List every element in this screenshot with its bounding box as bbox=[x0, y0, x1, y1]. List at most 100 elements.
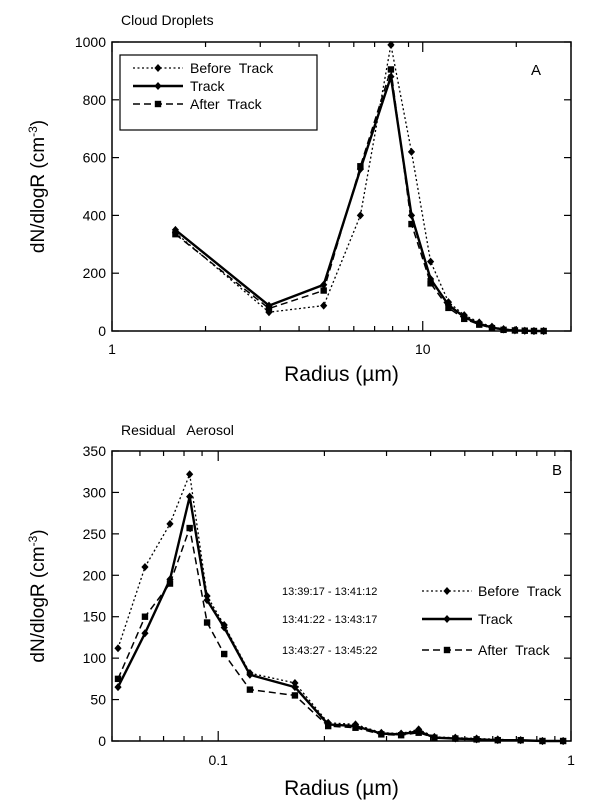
data-point bbox=[114, 675, 122, 683]
data-point bbox=[511, 327, 519, 334]
data-point bbox=[408, 220, 415, 228]
data-point bbox=[356, 211, 364, 220]
data-point bbox=[452, 735, 459, 742]
y-axis-label: dN/dlogR (cm-3) bbox=[26, 120, 49, 253]
panel-label: A bbox=[531, 62, 541, 79]
data-point bbox=[494, 736, 501, 744]
data-point bbox=[220, 623, 228, 632]
plot-frame bbox=[111, 450, 572, 742]
x-tick-label: 0.1 bbox=[208, 752, 228, 768]
data-point bbox=[488, 324, 496, 332]
data-point bbox=[114, 644, 122, 653]
data-point bbox=[203, 596, 211, 605]
data-point bbox=[221, 650, 228, 658]
legend-marker bbox=[443, 615, 451, 623]
data-point bbox=[559, 737, 567, 745]
y-tick-label: 350 bbox=[83, 443, 107, 459]
legend-marker bbox=[154, 100, 162, 108]
data-point bbox=[265, 305, 273, 312]
data-point bbox=[473, 736, 480, 743]
data-point bbox=[378, 731, 385, 738]
legend-marker bbox=[154, 82, 162, 90]
data-point bbox=[291, 692, 299, 699]
chart-panel-B: 0 50 100 150 200 250 300 350 0.1 1 Radius (µm) dN/d… bbox=[26, 422, 575, 800]
data-point bbox=[540, 327, 547, 335]
time-range-annotation: 13:43:27 - 13:45:22 bbox=[282, 645, 377, 657]
data-point bbox=[427, 280, 434, 287]
data-point bbox=[166, 519, 174, 528]
y-tick-label: 1000 bbox=[75, 34, 106, 50]
y-tick-label: 600 bbox=[83, 150, 107, 166]
legend: Before Track Track After Track bbox=[119, 54, 318, 131]
legend-marker bbox=[443, 646, 451, 654]
data-point bbox=[397, 732, 405, 739]
legend-entry: Before Track bbox=[190, 60, 274, 76]
data-point bbox=[407, 147, 416, 156]
x-tick-label: 10 bbox=[415, 341, 431, 357]
data-point bbox=[246, 686, 254, 693]
chart-title: Cloud Droplets bbox=[121, 12, 214, 28]
data-point bbox=[407, 211, 416, 220]
time-range-annotation: 13:39:17 - 13:41:12 bbox=[282, 586, 377, 598]
x-axis-label: Radius (µm) bbox=[284, 777, 399, 800]
y-tick-label: 0 bbox=[98, 323, 106, 339]
y-tick-label: 200 bbox=[83, 265, 107, 281]
data-point bbox=[141, 563, 149, 571]
legend-entry: Track bbox=[478, 611, 513, 627]
y-tick-label: 150 bbox=[83, 609, 107, 625]
data-point bbox=[320, 301, 328, 310]
data-point bbox=[114, 683, 122, 692]
series-line bbox=[117, 527, 564, 742]
data-point bbox=[415, 729, 422, 736]
data-point bbox=[141, 613, 149, 620]
data-point bbox=[246, 670, 254, 679]
data-point bbox=[166, 580, 174, 587]
data-point bbox=[445, 304, 452, 312]
legend-entry: Before Track bbox=[478, 583, 562, 599]
data-point bbox=[186, 492, 194, 501]
series-after-track bbox=[114, 524, 567, 745]
legend-entry: After Track bbox=[190, 96, 263, 112]
data-point bbox=[291, 683, 299, 692]
y-tick-label: 200 bbox=[83, 567, 107, 583]
data-point bbox=[427, 257, 435, 266]
chart-title: Residual Aerosol bbox=[121, 422, 234, 438]
data-point bbox=[203, 619, 211, 626]
data-point bbox=[324, 722, 332, 730]
x-tick-label: 1 bbox=[567, 752, 575, 768]
legend-entry: Track bbox=[190, 78, 225, 94]
data-point bbox=[291, 679, 299, 687]
data-point bbox=[387, 66, 395, 73]
x-tick-label: 1 bbox=[108, 341, 116, 357]
data-point bbox=[387, 40, 395, 49]
y-axis-label: dN/dlogR (cm-3) bbox=[26, 529, 49, 662]
data-point bbox=[320, 287, 327, 294]
time-range-annotation: 13:41:22 - 13:43:17 bbox=[282, 614, 377, 626]
y-tick-label: 300 bbox=[83, 484, 107, 500]
x-axis-label: Radius (µm) bbox=[284, 363, 399, 386]
series-line bbox=[174, 68, 544, 332]
data-point bbox=[517, 736, 524, 744]
panel-label: B bbox=[552, 462, 562, 479]
y-tick-label: 50 bbox=[90, 692, 106, 708]
data-point bbox=[387, 72, 395, 81]
series-before-track bbox=[114, 470, 567, 745]
plot-frame bbox=[111, 41, 572, 332]
chart-panel-A: 0 200 400 600 800 1000 1 10 Radius (µm) dN/dlogR … bbox=[26, 12, 572, 386]
legend-marker bbox=[443, 587, 451, 595]
legend-entry: After Track bbox=[478, 642, 551, 658]
data-point bbox=[186, 524, 193, 532]
legend: Before Track Track After Track bbox=[422, 583, 562, 658]
y-tick-label: 0 bbox=[98, 733, 106, 749]
series-after-track bbox=[172, 66, 547, 335]
data-point bbox=[186, 470, 194, 479]
legend-marker bbox=[154, 64, 162, 72]
data-point bbox=[352, 724, 359, 731]
data-point bbox=[431, 734, 438, 741]
data-point bbox=[530, 327, 538, 335]
data-point bbox=[357, 163, 364, 170]
y-tick-label: 250 bbox=[83, 526, 107, 542]
y-tick-label: 400 bbox=[83, 207, 107, 223]
data-point bbox=[539, 737, 546, 745]
